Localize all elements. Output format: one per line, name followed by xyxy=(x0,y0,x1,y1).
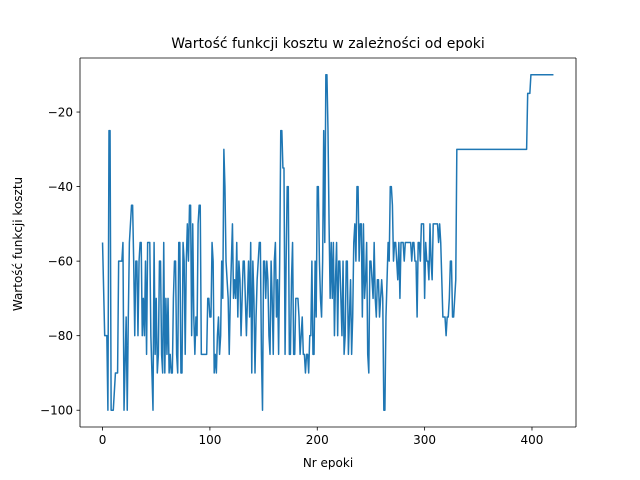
y-tick-label: −40 xyxy=(48,180,73,194)
x-tick-label: 300 xyxy=(413,433,436,447)
y-tick-label: −80 xyxy=(48,329,73,343)
x-tick-label: 0 xyxy=(99,433,107,447)
x-axis-label: Nr epoki xyxy=(303,456,353,470)
y-axis-ticks: −100 −80 −60 −40 −20 xyxy=(40,106,80,418)
y-tick-label: −60 xyxy=(48,255,73,269)
x-tick-label: 200 xyxy=(306,433,329,447)
y-tick-label: −20 xyxy=(48,106,73,120)
x-tick-label: 100 xyxy=(198,433,221,447)
series-line xyxy=(101,74,554,411)
y-tick-label: −100 xyxy=(40,404,73,418)
plot-area xyxy=(79,57,577,428)
chart-title: Wartość funkcji kosztu w zależności od e… xyxy=(171,36,485,52)
x-tick-label: 400 xyxy=(521,433,544,447)
x-axis-ticks: 0 100 200 300 400 xyxy=(99,427,544,447)
y-axis-label: Wartość funkcji kosztu xyxy=(11,177,25,311)
